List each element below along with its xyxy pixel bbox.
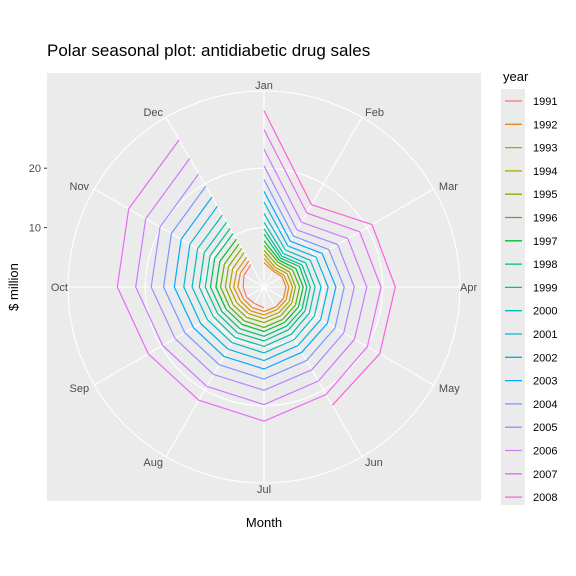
month-label: Jan — [255, 80, 273, 92]
series-line-1993 — [233, 256, 290, 316]
legend-items: 1991 1992 1993 1994 1995 1996 1997 1998 1999 2000… — [501, 89, 557, 505]
legend-label: 2004 — [533, 399, 557, 411]
y-axis-title: $ million — [6, 263, 21, 311]
legend-item: 1995 — [505, 189, 557, 201]
legend-item: 2004 — [505, 399, 557, 411]
legend-item: 2007 — [505, 469, 557, 481]
grid-spoke-aug — [165, 286, 265, 458]
legend-item: 1992 — [505, 119, 557, 131]
legend-label: 2005 — [533, 422, 557, 434]
series-line-1991 — [242, 264, 265, 309]
month-label: Mar — [439, 181, 458, 193]
legend-label: 1993 — [533, 143, 557, 155]
month-label: Aug — [143, 457, 163, 469]
legend-item: 1996 — [505, 213, 557, 225]
month-label: May — [439, 383, 460, 395]
series-line-2007 — [116, 129, 382, 422]
series-line-2008 — [263, 110, 396, 406]
series-line-2004 — [163, 179, 345, 380]
legend-title: year — [503, 69, 529, 84]
series-line-2001 — [191, 213, 322, 354]
month-label: Jun — [365, 457, 383, 469]
legend-item: 1999 — [505, 282, 557, 294]
legend-item: 1991 — [505, 96, 557, 108]
legend-item: 2001 — [505, 329, 557, 341]
legend-label: 1991 — [533, 96, 557, 108]
series-line-1995 — [224, 248, 297, 324]
month-label: Dec — [143, 107, 163, 119]
legend-item: 2003 — [505, 376, 557, 388]
month-label: Nov — [70, 181, 90, 193]
angular-axis-labels: Jan Feb Mar Apr May Jun Jul Aug Sep Oct Nov Dec — [51, 80, 478, 496]
x-axis-title: Month — [246, 515, 282, 530]
legend-item: 1998 — [505, 259, 557, 271]
radial-axis: 10 20 — [29, 163, 47, 235]
series-line-1992 — [237, 260, 287, 312]
month-label: Feb — [365, 107, 384, 119]
legend-item: 1997 — [505, 236, 557, 248]
month-label: Sep — [69, 383, 89, 395]
radial-tick-label: 20 — [29, 163, 41, 175]
series-lines — [116, 110, 396, 422]
series-line-2002 — [183, 201, 329, 362]
legend-label: 1992 — [533, 119, 557, 131]
legend-label: 1996 — [533, 213, 557, 225]
radial-tick-label: 10 — [29, 223, 41, 235]
legend-label: 2003 — [533, 376, 557, 388]
legend-item: 2006 — [505, 446, 557, 458]
legend-item: 2005 — [505, 422, 557, 434]
month-label: Oct — [51, 282, 68, 294]
legend-label: 2000 — [533, 306, 557, 318]
chart-title: Polar seasonal plot: antidiabetic drug s… — [47, 41, 370, 60]
grid-spoke-nov — [93, 188, 265, 288]
series-line-2000 — [198, 221, 316, 347]
legend-key-background — [501, 89, 525, 505]
legend-item: 1993 — [505, 143, 557, 155]
legend-label: 2006 — [533, 446, 557, 458]
legend-item: 2008 — [505, 492, 557, 504]
month-label: Jul — [257, 484, 271, 496]
series-line-1999 — [204, 228, 311, 342]
series-line-1996 — [220, 243, 301, 328]
series-line-2006 — [135, 148, 368, 406]
series-line-1997 — [215, 238, 304, 333]
legend-label: 1994 — [533, 166, 557, 178]
legend-item: 2002 — [505, 352, 557, 364]
series-line-2003 — [173, 191, 337, 370]
legend-item: 1994 — [505, 166, 557, 178]
grid-spoke-sep — [93, 286, 265, 386]
legend-label: 1999 — [533, 282, 557, 294]
legend-item: 2000 — [505, 306, 557, 318]
series-line-2005 — [150, 165, 355, 391]
series-line-1998 — [209, 233, 308, 337]
grid-spoke-dec — [165, 116, 265, 288]
legend-label: 1998 — [533, 259, 557, 271]
series-line-1994 — [229, 252, 294, 320]
legend-label: 1997 — [533, 236, 557, 248]
legend-label: 2002 — [533, 352, 557, 364]
month-label: Apr — [460, 282, 477, 294]
legend-label: 2007 — [533, 469, 557, 481]
legend: year 19911992199319941995199619971998199… — [501, 69, 557, 505]
legend-label: 1995 — [533, 189, 557, 201]
legend-label: 2008 — [533, 492, 557, 504]
legend-label: 2001 — [533, 329, 557, 341]
